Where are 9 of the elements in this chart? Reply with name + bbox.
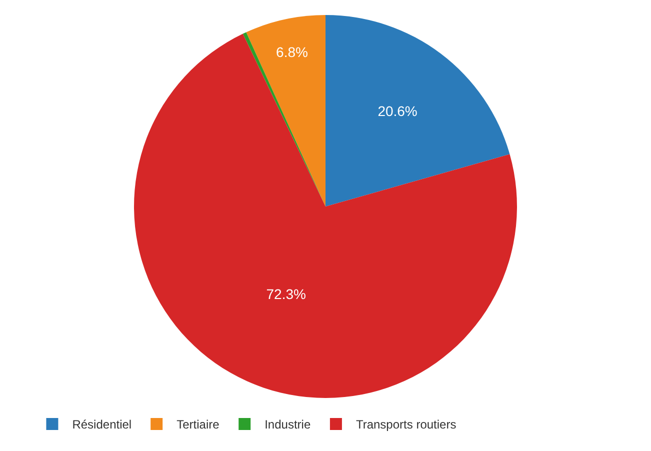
pie-slice (134, 34, 517, 398)
legend-label: Résidentiel (72, 418, 132, 432)
data-label: 72.3% (266, 286, 306, 302)
legend-label: Transports routiers (356, 418, 456, 432)
pie-slice (326, 15, 510, 206)
legend-label: Industrie (264, 418, 311, 432)
legend-label: Tertiaire (176, 418, 220, 432)
data-label: 6.8% (276, 44, 308, 60)
data-label: 20.6% (378, 103, 418, 120)
